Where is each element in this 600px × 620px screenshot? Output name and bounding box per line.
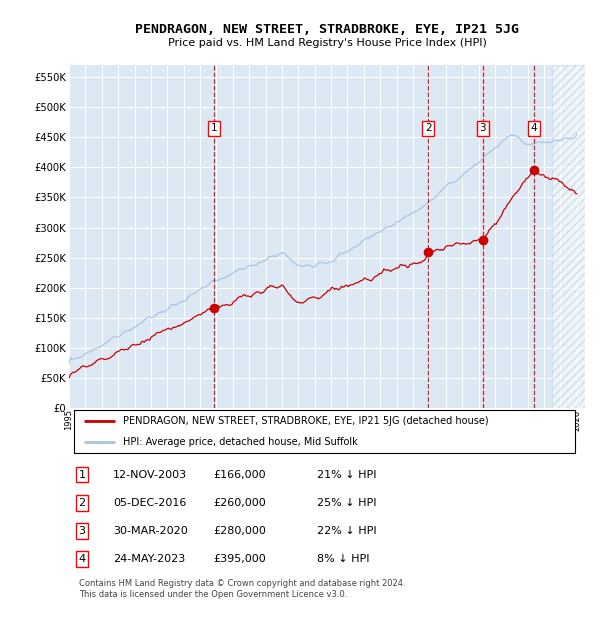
Text: 24-MAY-2023: 24-MAY-2023 [113, 554, 185, 564]
Text: £280,000: £280,000 [214, 526, 266, 536]
Text: £395,000: £395,000 [214, 554, 266, 564]
Text: £166,000: £166,000 [214, 470, 266, 480]
Text: 3: 3 [79, 526, 85, 536]
Text: HPI: Average price, detached house, Mid Suffolk: HPI: Average price, detached house, Mid … [123, 437, 358, 448]
Text: 25% ↓ HPI: 25% ↓ HPI [317, 498, 376, 508]
FancyBboxPatch shape [74, 410, 575, 453]
Text: 3: 3 [479, 123, 486, 133]
Text: £260,000: £260,000 [214, 498, 266, 508]
Text: PENDRAGON, NEW STREET, STRADBROKE, EYE, IP21 5JG (detached house): PENDRAGON, NEW STREET, STRADBROKE, EYE, … [123, 416, 489, 426]
Text: 21% ↓ HPI: 21% ↓ HPI [317, 470, 376, 480]
Text: 05-DEC-2016: 05-DEC-2016 [113, 498, 186, 508]
Text: PENDRAGON, NEW STREET, STRADBROKE, EYE, IP21 5JG: PENDRAGON, NEW STREET, STRADBROKE, EYE, … [135, 23, 519, 35]
Text: 4: 4 [531, 123, 538, 133]
Text: 4: 4 [79, 554, 85, 564]
Text: 30-MAR-2020: 30-MAR-2020 [113, 526, 188, 536]
Text: 12-NOV-2003: 12-NOV-2003 [113, 470, 187, 480]
Text: 1: 1 [211, 123, 218, 133]
Text: 22% ↓ HPI: 22% ↓ HPI [317, 526, 376, 536]
Text: Contains HM Land Registry data © Crown copyright and database right 2024.
This d: Contains HM Land Registry data © Crown c… [79, 579, 406, 599]
Text: Price paid vs. HM Land Registry's House Price Index (HPI): Price paid vs. HM Land Registry's House … [167, 38, 487, 48]
Bar [552, 65, 593, 408]
Text: 2: 2 [425, 123, 431, 133]
Text: 2: 2 [79, 498, 85, 508]
Text: 1: 1 [79, 470, 85, 480]
Text: 8% ↓ HPI: 8% ↓ HPI [317, 554, 369, 564]
